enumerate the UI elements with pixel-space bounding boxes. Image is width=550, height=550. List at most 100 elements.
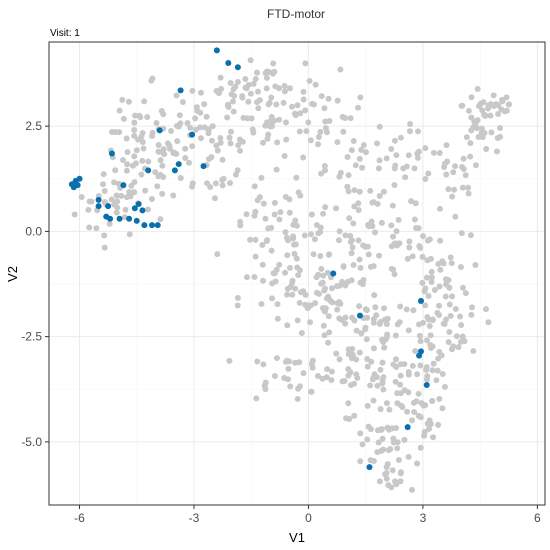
background-point — [403, 306, 410, 313]
background-point — [192, 115, 199, 122]
background-point — [370, 345, 377, 352]
background-point — [474, 86, 481, 93]
background-point — [493, 101, 500, 108]
background-point — [248, 115, 255, 122]
background-point — [380, 338, 387, 345]
background-point — [294, 102, 301, 109]
background-point — [406, 128, 413, 135]
background-point — [415, 128, 422, 135]
background-point — [240, 114, 247, 121]
background-point — [135, 136, 142, 143]
background-point — [408, 198, 415, 205]
background-point — [463, 134, 470, 141]
background-point — [294, 317, 301, 324]
background-point — [114, 204, 121, 211]
background-point — [384, 461, 391, 468]
y-tick-label: -5.0 — [21, 435, 42, 449]
background-point — [260, 139, 267, 146]
background-point — [71, 211, 78, 218]
background-point — [269, 295, 276, 302]
background-point — [326, 296, 333, 303]
background-point — [389, 425, 396, 432]
background-point — [431, 287, 438, 294]
background-point — [318, 280, 325, 287]
background-point — [355, 237, 362, 244]
background-point — [382, 471, 389, 478]
background-point — [101, 232, 108, 239]
background-point — [422, 145, 429, 152]
background-point — [140, 145, 147, 152]
background-point — [393, 364, 400, 371]
background-point — [457, 263, 464, 270]
background-point — [449, 293, 456, 300]
background-point — [270, 60, 277, 67]
highlight-point — [133, 217, 140, 224]
background-point — [273, 355, 280, 362]
background-point — [436, 311, 443, 318]
y-tick-label: 0.0 — [25, 224, 42, 238]
background-point — [274, 301, 281, 308]
background-point — [449, 346, 456, 353]
background-point — [293, 255, 300, 262]
background-point — [268, 247, 275, 254]
background-point — [409, 253, 416, 260]
background-point — [323, 374, 330, 381]
background-point — [297, 192, 304, 199]
background-point — [317, 253, 324, 260]
background-point — [447, 312, 454, 319]
background-point — [448, 260, 455, 267]
background-point — [503, 94, 510, 101]
background-point — [367, 426, 374, 433]
background-point — [251, 273, 258, 280]
background-point — [494, 148, 501, 155]
background-point — [230, 108, 237, 115]
background-point — [290, 233, 297, 240]
background-point — [287, 383, 294, 390]
background-point — [458, 321, 465, 328]
background-point — [388, 146, 395, 153]
background-point — [389, 202, 396, 209]
background-point — [218, 85, 225, 92]
background-point — [159, 162, 166, 169]
background-point — [452, 213, 459, 220]
background-point — [445, 339, 452, 346]
highlight-point — [175, 161, 182, 168]
background-point — [356, 349, 363, 356]
highlight-point — [200, 163, 207, 170]
highlight-point — [225, 60, 232, 67]
highlight-point — [156, 127, 163, 134]
background-point — [285, 365, 292, 372]
background-point — [296, 128, 303, 135]
background-point — [324, 366, 331, 373]
background-point — [247, 236, 254, 243]
background-point — [255, 105, 262, 112]
background-point — [444, 158, 451, 165]
background-point — [131, 119, 138, 126]
background-point — [356, 256, 363, 263]
background-points — [71, 57, 513, 493]
background-point — [171, 149, 178, 156]
background-point — [388, 484, 395, 491]
background-point — [405, 371, 412, 378]
background-point — [243, 211, 250, 218]
background-point — [106, 220, 113, 227]
background-point — [302, 60, 309, 67]
background-point — [430, 434, 437, 441]
background-point — [328, 368, 335, 375]
background-point — [439, 370, 446, 377]
background-point — [294, 395, 301, 402]
background-point — [471, 118, 478, 125]
background-point — [369, 223, 376, 230]
background-point — [360, 142, 367, 149]
background-point — [351, 412, 358, 419]
background-point — [287, 283, 294, 290]
background-point — [428, 268, 435, 275]
background-point — [318, 93, 325, 100]
background-point — [362, 324, 369, 331]
background-point — [139, 129, 146, 136]
background-point — [270, 270, 277, 277]
background-point — [336, 228, 343, 235]
background-point — [282, 119, 289, 126]
background-point — [355, 104, 362, 111]
background-point — [406, 244, 413, 251]
